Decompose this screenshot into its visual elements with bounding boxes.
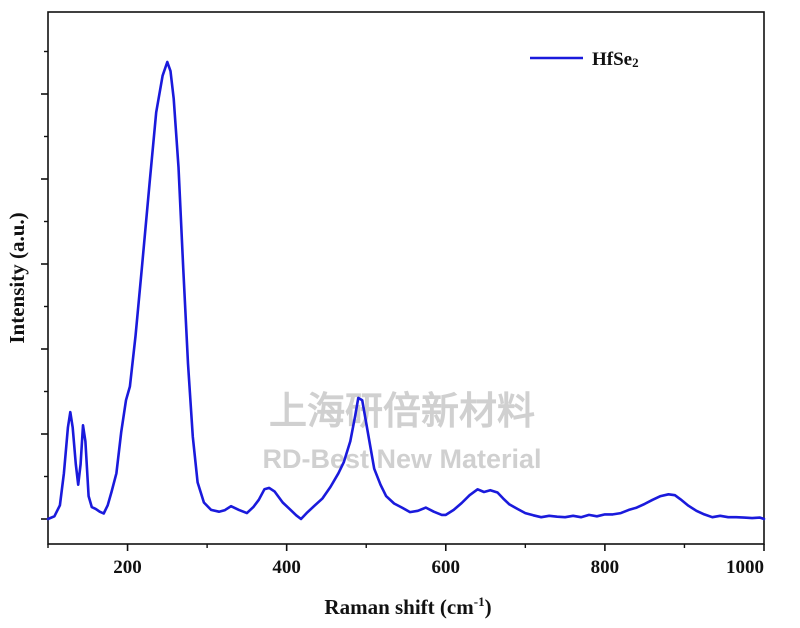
y-axis-title: Intensity (a.u.): [5, 212, 29, 343]
x-axis-ticks: 200 400 600 800 1000: [47, 544, 765, 578]
x-tick-label: 400: [272, 557, 301, 578]
x-tick-label: 200: [113, 557, 142, 578]
x-tick-label: 600: [432, 557, 461, 578]
x-tick-label: 1000: [726, 557, 764, 578]
y-axis-ticks: [41, 50, 48, 520]
x-axis-title: Raman shift (cm-1): [324, 594, 491, 619]
series-line-hfse2: [46, 60, 766, 521]
x-tick-label: 800: [591, 557, 620, 578]
watermark-english: RD-Best New Material: [262, 444, 541, 474]
legend: HfSe2: [530, 49, 639, 70]
plot-frame: [47, 11, 765, 545]
watermark-chinese: 上海研倍新材料: [269, 389, 535, 433]
legend-label: HfSe2: [592, 49, 639, 70]
